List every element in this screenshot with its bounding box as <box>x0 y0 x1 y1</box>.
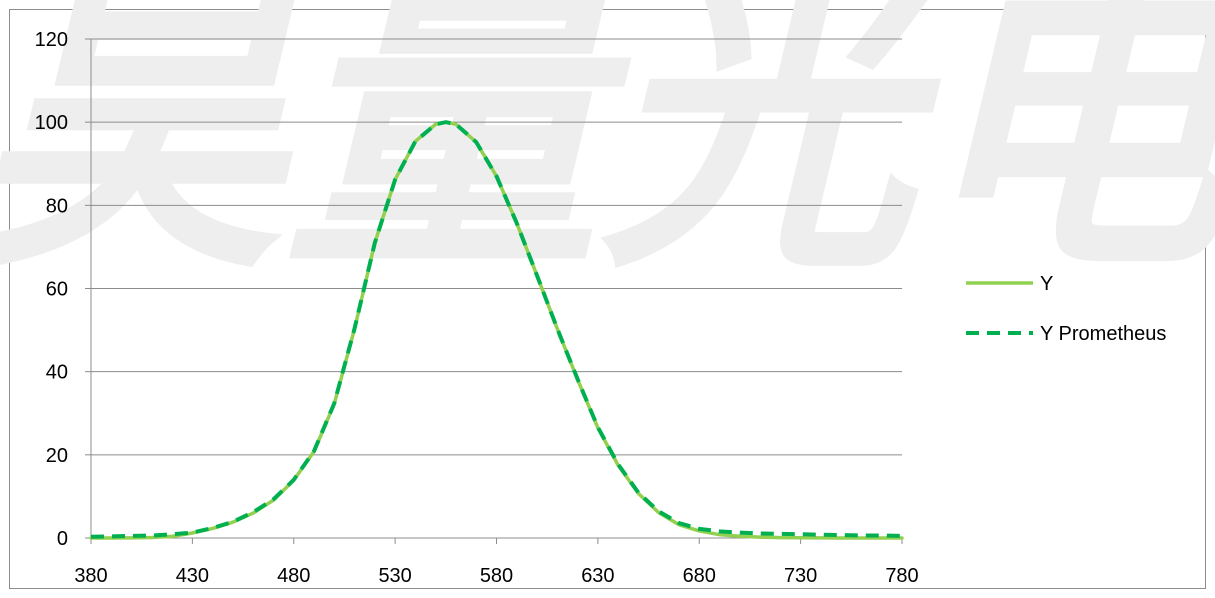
y-tick-label: 60 <box>46 279 68 301</box>
chart-frame <box>9 9 1206 589</box>
y-tick-labels: 0 20 40 60 80 100 120 <box>35 29 68 550</box>
x-tick-label: 580 <box>480 565 513 587</box>
x-tick-label: 680 <box>683 565 716 587</box>
series-line-y <box>89 120 904 540</box>
legend-label: Y Prometheus <box>1040 323 1166 345</box>
series-layer <box>89 120 904 540</box>
y-tick-label: 100 <box>35 112 68 134</box>
gridlines <box>91 38 902 456</box>
legend: Y Y Prometheus <box>966 273 1166 345</box>
x-tick-label: 480 <box>277 565 310 587</box>
series-line-y-prometheus <box>90 120 903 539</box>
x-tick-label: 380 <box>74 565 107 587</box>
axes <box>85 38 903 544</box>
y-tick-label: 40 <box>46 362 68 384</box>
y-tick-label: 80 <box>46 195 68 217</box>
x-tick-label: 630 <box>581 565 614 587</box>
y-tick-label: 120 <box>35 29 68 51</box>
y-tick-label: 0 <box>57 528 68 550</box>
legend-label: Y <box>1040 273 1053 295</box>
y-tick-label: 20 <box>46 445 68 467</box>
x-tick-label: 530 <box>378 565 411 587</box>
x-tick-label: 780 <box>885 565 918 587</box>
x-tick-label: 430 <box>176 565 209 587</box>
x-tick-label: 730 <box>784 565 817 587</box>
x-tick-labels: 380 430 480 530 580 630 680 730 780 <box>74 565 918 587</box>
